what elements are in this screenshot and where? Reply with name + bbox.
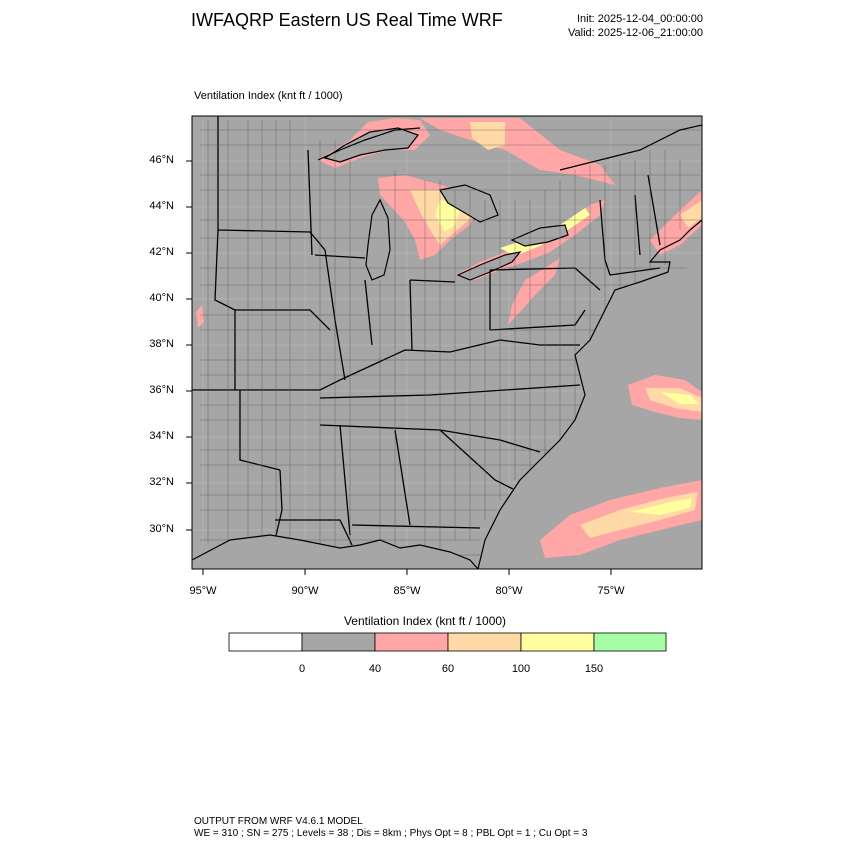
lon-label: 80°W <box>495 585 523 597</box>
shade-lower-michigan-yellow <box>435 200 462 232</box>
plume1-yellow <box>660 392 700 404</box>
lat-label: 34°N <box>149 430 174 442</box>
gulf-coast <box>191 534 479 570</box>
plot-title: IWFAQRP Eastern US Real Time WRF <box>191 10 503 30</box>
colorbar-label: 150 <box>584 663 604 675</box>
boundary-wi-il <box>314 254 366 259</box>
valid-time: Valid: 2025-12-06_21:00:00 <box>568 27 703 39</box>
colorbar-box <box>447 632 522 652</box>
gulf-of-mexico <box>192 535 480 569</box>
lake-erie <box>456 251 522 281</box>
superior-shore <box>317 127 421 161</box>
shade-newengland-peach <box>680 200 702 228</box>
lat-label: 32°N <box>149 476 174 488</box>
boundary-la-ms <box>275 519 353 546</box>
lat-label: 40°N <box>149 292 174 304</box>
lat-label: 30°N <box>149 523 174 535</box>
coastlines <box>191 124 703 570</box>
lon-label: 90°W <box>291 585 319 597</box>
boundary-wv-va <box>499 339 580 346</box>
boundary-ne-ia <box>214 229 236 311</box>
boundary-ms-al <box>339 424 351 536</box>
boundary-ga-sc <box>439 429 516 491</box>
colorbar-box <box>301 632 376 652</box>
lon-label: 85°W <box>393 585 421 597</box>
colorbar-box <box>520 632 595 652</box>
colorbar-box <box>374 632 449 652</box>
colorbar-label: 40 <box>368 663 382 675</box>
atlantic-plumes <box>540 375 702 558</box>
boundary-ar-ok <box>239 390 281 471</box>
boundary-ky-north <box>339 339 501 381</box>
boundary-nh-vt <box>634 194 641 256</box>
boundary-mi-oh <box>409 279 456 283</box>
atlantic-coast <box>477 219 703 570</box>
map-frame <box>191 115 703 570</box>
county-lines <box>200 120 700 565</box>
map-field-label: Ventilation Index (knt ft / 1000) <box>194 90 343 102</box>
lon-label: 75°W <box>597 585 625 597</box>
colorbar-label: 100 <box>511 663 531 675</box>
lat-label: 36°N <box>149 384 174 396</box>
lat-label: 42°N <box>149 246 174 258</box>
lat-label: 46°N <box>149 154 174 166</box>
lake-ontario <box>510 224 569 247</box>
lake-huron <box>439 184 499 223</box>
boundary-tn-north <box>319 384 581 399</box>
shade-appalachian-pink <box>508 258 560 325</box>
shade-ontario-north-peach <box>470 122 505 150</box>
colorbar-label: 0 <box>298 663 306 675</box>
init-time: Init: 2025-12-04_00:00:00 <box>577 13 703 25</box>
boundary-mn-wi <box>307 149 313 256</box>
boundary-al-ga <box>394 429 411 526</box>
boundary-il-in <box>364 279 373 346</box>
lat-label: 44°N <box>149 200 174 212</box>
colorbar-box <box>228 632 303 652</box>
colorbar-label: 60 <box>441 663 455 675</box>
map-ticks <box>186 160 612 575</box>
footer-model: OUTPUT FROM WRF V4.6.1 MODEL <box>194 816 363 827</box>
footer-config: WE = 310 ; SN = 275 ; Levels = 38 ; Dis … <box>194 828 588 839</box>
lon-label: 95°W <box>189 585 217 597</box>
colorbar-box <box>593 632 667 652</box>
shade-newengland-pink <box>650 190 702 255</box>
st-lawrence <box>559 124 703 171</box>
colorbar <box>228 632 667 652</box>
shade-west-patch-pink <box>196 305 204 328</box>
colorbar-title: Ventilation Index (knt ft / 1000) <box>343 614 507 628</box>
lat-label: 38°N <box>149 338 174 350</box>
boundary-fl-north <box>351 524 481 529</box>
plume2-yellow <box>630 498 692 515</box>
boundary-ks-mo <box>235 309 331 331</box>
